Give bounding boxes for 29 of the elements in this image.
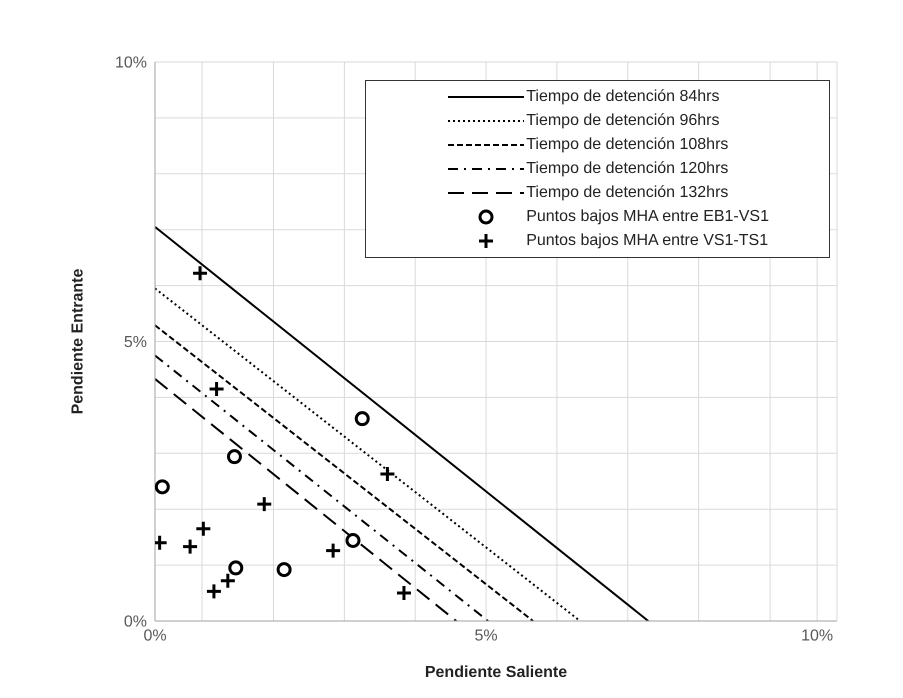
legend-label: Puntos bajos MHA entre VS1-TS1 xyxy=(526,232,768,250)
point xyxy=(354,411,370,426)
point xyxy=(256,496,273,513)
x-tick-label: 5% xyxy=(474,627,498,644)
y-tick-label: 5% xyxy=(124,334,147,352)
point xyxy=(208,380,226,398)
point xyxy=(155,479,170,494)
legend-label: Tiempo de detención 120hrs xyxy=(526,160,728,178)
legend-label: Tiempo de detención 84hrs xyxy=(526,88,720,106)
point xyxy=(226,449,242,464)
y-axis-title: Pendiente Entrante xyxy=(70,268,87,414)
point xyxy=(324,542,342,560)
point xyxy=(345,533,360,548)
legend-label: Tiempo de detención 132hrs xyxy=(526,184,728,202)
legend-label: Tiempo de detención 96hrs xyxy=(526,112,720,130)
x-axis-title: Pendiente Saliente xyxy=(424,664,568,681)
legend-label: Tiempo de detención 108hrs xyxy=(526,136,728,154)
point xyxy=(194,520,212,538)
point xyxy=(219,572,236,590)
y-tick-label: 10% xyxy=(114,54,147,72)
point xyxy=(192,264,209,282)
point xyxy=(378,465,396,482)
point xyxy=(228,560,244,576)
point xyxy=(182,538,199,556)
point xyxy=(395,584,412,602)
point xyxy=(205,582,222,600)
legend-label: Puntos bajos MHA entre EB1-VS1 xyxy=(526,208,769,226)
point xyxy=(276,562,292,578)
x-tick-label: 10% xyxy=(801,627,834,644)
